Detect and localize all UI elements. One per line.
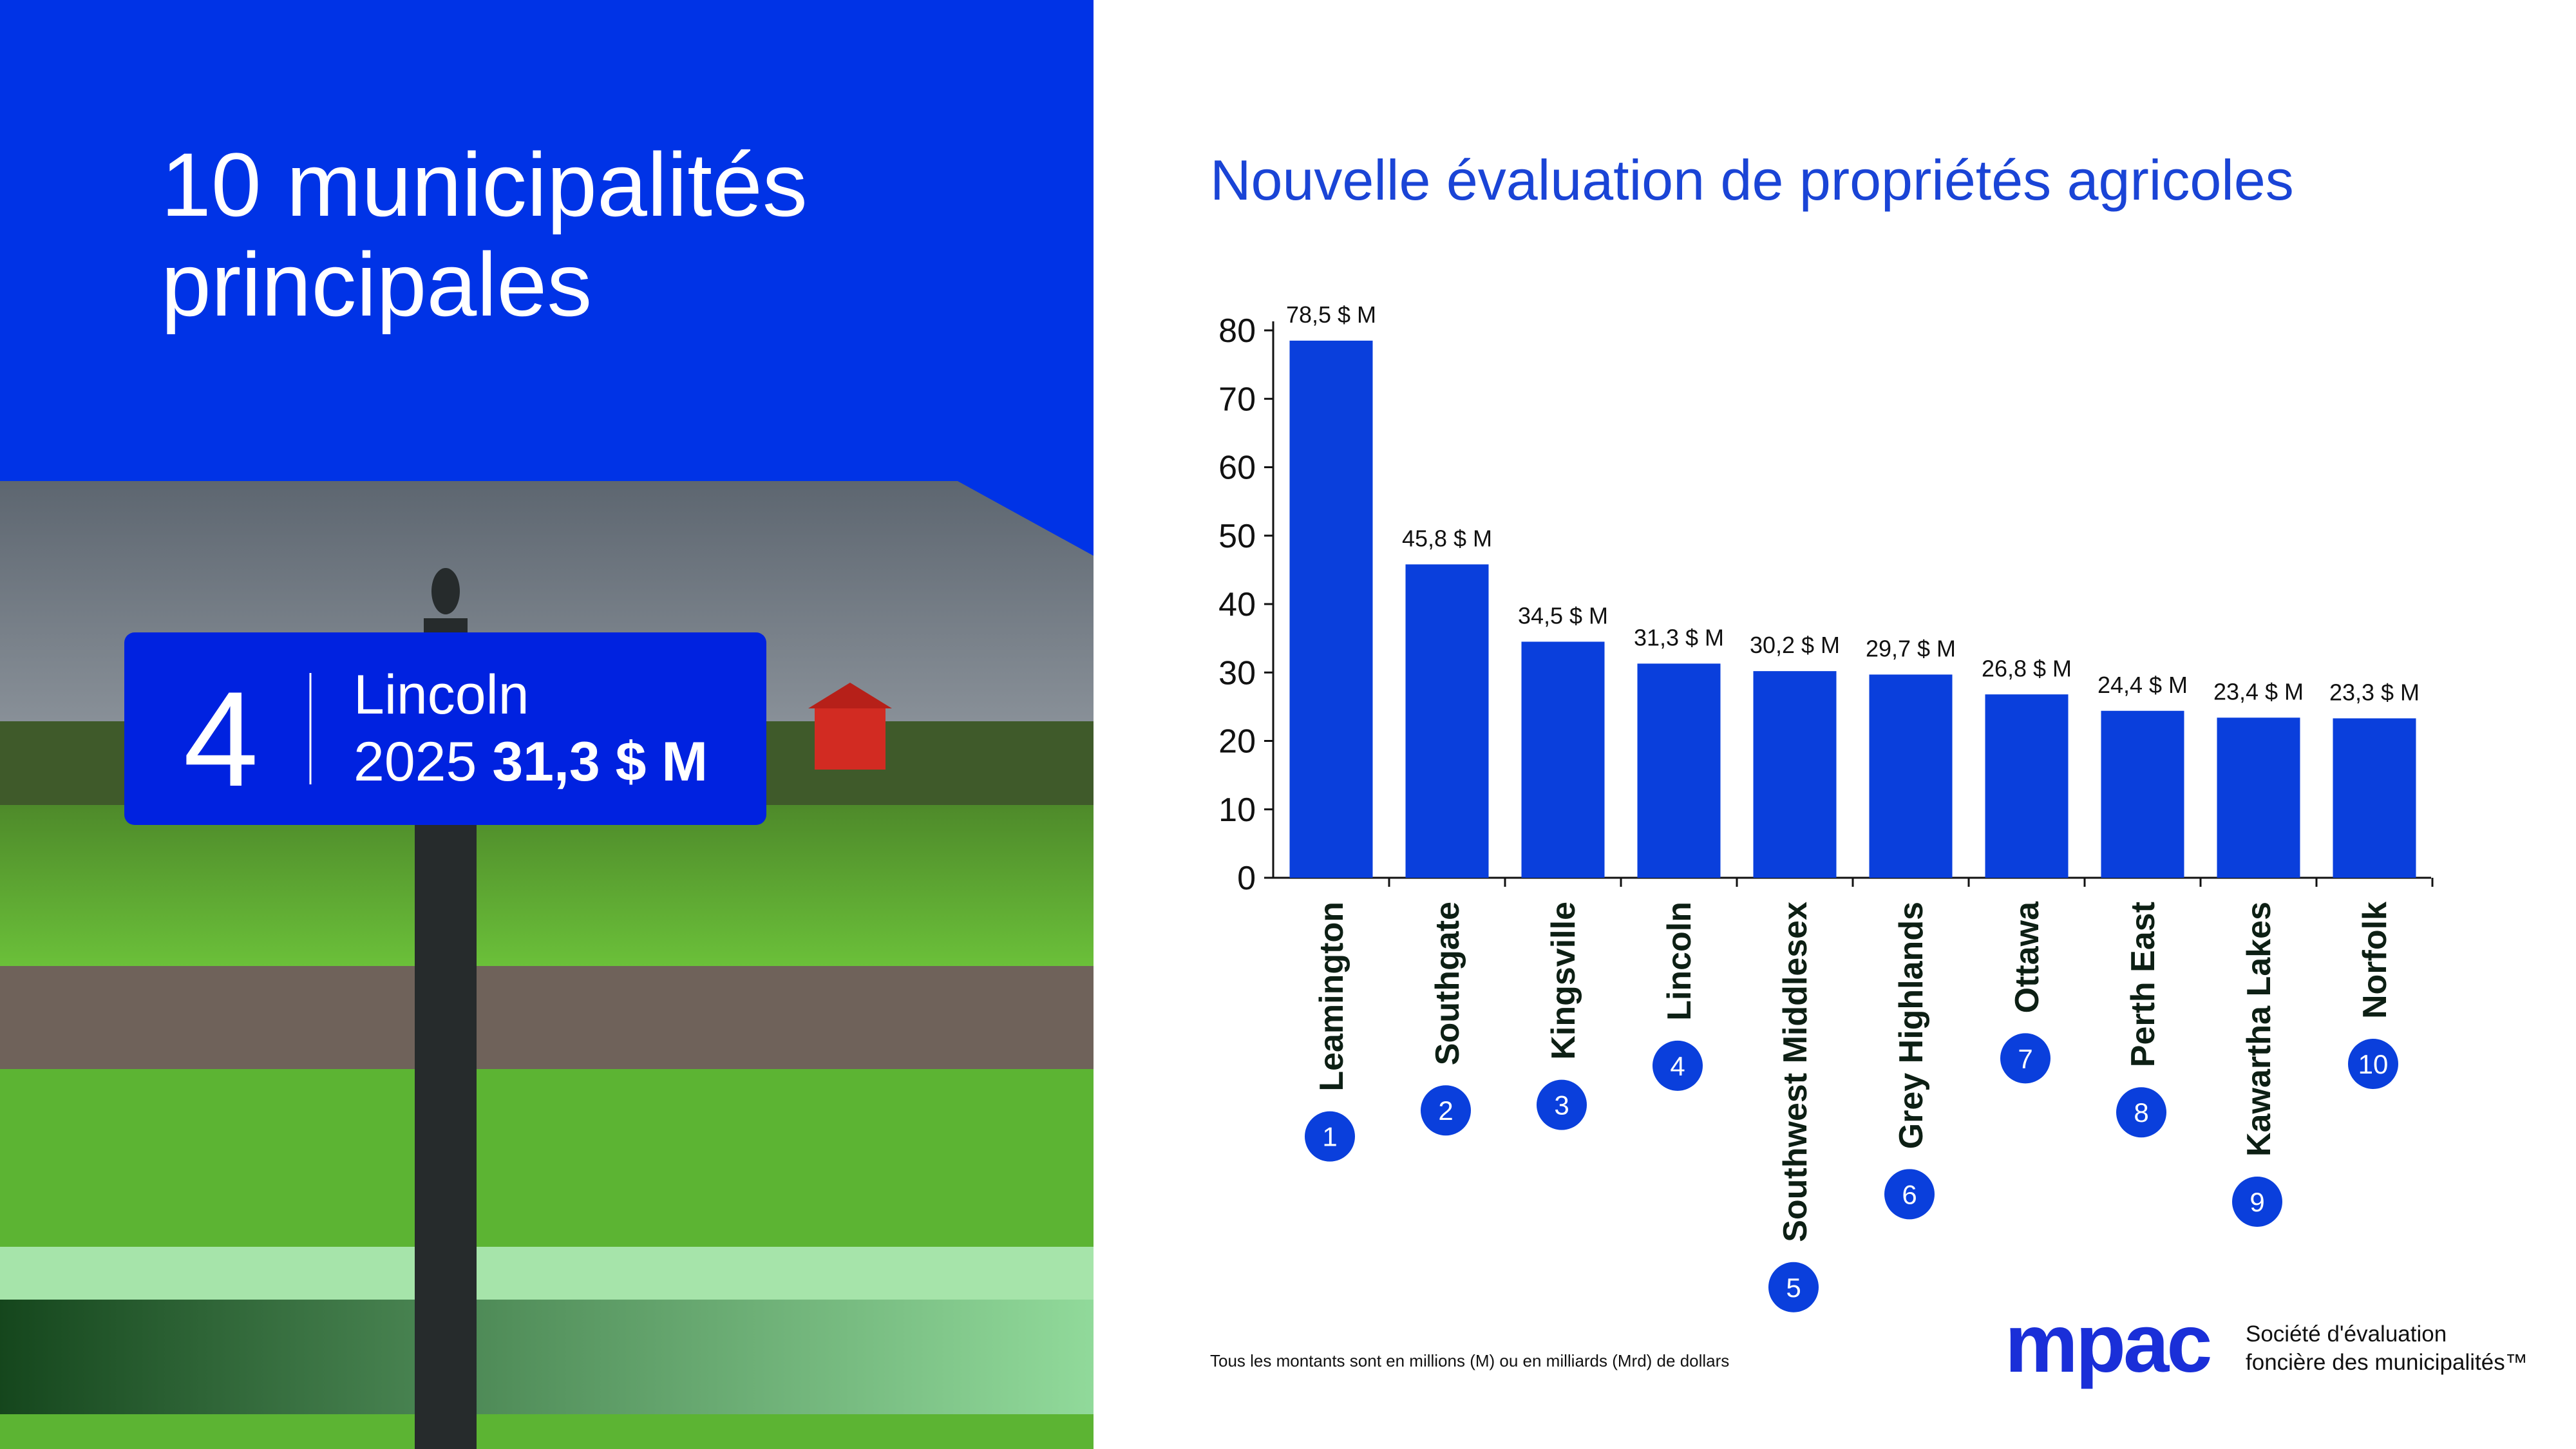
rank-badge <box>1884 1169 1935 1220</box>
bar <box>2217 717 2300 878</box>
logo-mark: mpac <box>2005 1298 2210 1390</box>
category-label: Kawartha Lakes <box>2240 902 2278 1157</box>
bar <box>1753 671 1837 878</box>
heading: 10 municipalités <box>161 134 808 235</box>
bar <box>1637 663 1721 878</box>
y-tick-label: 70 <box>1218 381 1256 418</box>
y-tick-label: 80 <box>1218 312 1256 350</box>
logo-text: foncière des municipalités™ <box>2246 1350 2528 1375</box>
category-label: Perth East <box>2125 902 2162 1067</box>
y-tick-label: 50 <box>1218 518 1256 555</box>
rank-badge <box>2000 1033 2050 1084</box>
photo <box>0 481 1094 1449</box>
bar <box>2333 718 2416 878</box>
sign-value: 2025 31,3 $ M <box>354 731 708 793</box>
rank-label: 5 <box>1786 1273 1801 1303</box>
category-label: Ottawa <box>2009 901 2046 1013</box>
y-tick-label: 60 <box>1218 450 1256 487</box>
rank-badge <box>2348 1039 2398 1089</box>
value-label: 24,4 $ M <box>2098 672 2188 698</box>
value-label: 45,8 $ M <box>1402 525 1492 551</box>
bar <box>2101 710 2184 878</box>
category-label: Lincoln <box>1661 902 1698 1021</box>
footnote: Tous les montants sont en millions (M) o… <box>1210 1351 1729 1370</box>
rank-badge <box>1768 1262 1819 1312</box>
y-tick-label: 40 <box>1218 586 1256 623</box>
value-label: 26,8 $ M <box>1982 655 2072 681</box>
value-label: 31,3 $ M <box>1634 624 1724 650</box>
rank-label: 8 <box>2134 1097 2148 1128</box>
rank-label: 10 <box>2358 1049 2389 1079</box>
rank-label: 3 <box>1554 1090 1569 1121</box>
value-label: 34,5 $ M <box>1518 602 1608 629</box>
category-label: Southgate <box>1429 902 1466 1065</box>
sign-amount: 31,3 $ M <box>492 731 708 793</box>
rank-label: 1 <box>1322 1122 1337 1152</box>
chart: 0 10 20 30 40 50 60 70 80 78,5 $ M Leamington 1 45,8… <box>1218 301 2434 1312</box>
y-tick-label: 20 <box>1218 723 1256 761</box>
category-label: Grey Highlands <box>1893 902 1930 1149</box>
sign-rank: 4 <box>184 663 259 815</box>
logo-text: Société d'évaluation <box>2246 1321 2447 1347</box>
sign-name: Lincoln <box>354 664 529 726</box>
bar <box>1405 564 1489 878</box>
value-label: 78,5 $ M <box>1286 301 1376 328</box>
rank-badge <box>2116 1087 2166 1138</box>
category-label: Leamington <box>1313 902 1350 1092</box>
value-label: 29,7 $ M <box>1866 635 1956 661</box>
category-label: Norfolk <box>2356 902 2394 1019</box>
bar <box>1869 674 1953 878</box>
rank-label: 6 <box>1902 1179 1917 1209</box>
value-label: 30,2 $ M <box>1750 632 1840 658</box>
sign: 4 Lincoln 2025 31,3 $ M <box>124 568 766 1449</box>
rank-label: 2 <box>1438 1095 1453 1126</box>
category-label: Southwest Middlesex <box>1777 902 1814 1242</box>
rank-label: 4 <box>1670 1051 1685 1081</box>
rank-badge <box>1537 1079 1587 1130</box>
sign-year: 2025 <box>354 731 477 793</box>
y-tick-label: 30 <box>1218 654 1256 692</box>
bar <box>1289 340 1373 878</box>
heading: principales <box>161 234 592 335</box>
rank-label: 9 <box>2249 1187 2264 1217</box>
y-tick-label: 0 <box>1237 860 1256 897</box>
y-tick-label: 10 <box>1218 791 1256 829</box>
bar <box>1521 641 1605 878</box>
rank-badge <box>2232 1176 2282 1227</box>
category-label: Kingsville <box>1545 902 1582 1060</box>
chart-title: Nouvelle évaluation de propriétés agrico… <box>1210 148 2294 212</box>
rank-badge <box>1653 1040 1703 1091</box>
value-label: 23,4 $ M <box>2213 678 2304 705</box>
blue-panel <box>0 0 1094 556</box>
rank-badge <box>1421 1085 1471 1136</box>
value-label: 23,3 $ M <box>2329 679 2420 705</box>
rank-badge <box>1305 1111 1355 1162</box>
rank-label: 7 <box>2018 1043 2032 1074</box>
bar <box>1985 694 2069 878</box>
